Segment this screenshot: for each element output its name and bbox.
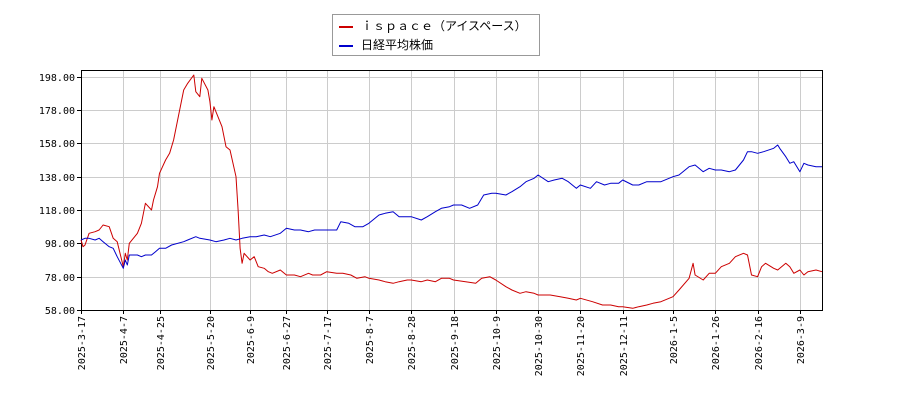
y-tick-label: 58.00 xyxy=(45,306,75,317)
x-tick-label: 2025-3-17 xyxy=(77,316,88,370)
y-tick-label: 178.00 xyxy=(39,106,75,117)
x-tick-label: 2026-3-9 xyxy=(796,316,807,364)
series-group xyxy=(80,74,823,309)
x-tick-label: 2025-8-7 xyxy=(365,316,376,364)
x-tick-label: 2025-10-30 xyxy=(534,316,545,376)
plot-frame xyxy=(81,70,823,311)
legend-swatch-ispace xyxy=(339,26,353,28)
x-tick-label: 2025-6-27 xyxy=(282,316,293,370)
x-tick-label: 2025-8-28 xyxy=(407,316,418,370)
x-tick-label: 2026-1-26 xyxy=(711,316,722,370)
y-tick-label: 158.00 xyxy=(39,139,75,150)
x-tick-labels: 2025-3-17 2025-4-7 2025-4-25 2025-5-20 2025-… xyxy=(77,316,807,376)
x-tick-label: 2025-5-20 xyxy=(206,316,217,370)
grid-lines xyxy=(81,70,822,311)
y-tick-label: 138.00 xyxy=(39,173,75,184)
legend: ｉｓｐａｃｅ（アイスペース） 日経平均株価 xyxy=(332,14,540,56)
y-tick-label: 98.00 xyxy=(45,239,75,250)
legend-item-ispace: ｉｓｐａｃｅ（アイスペース） xyxy=(333,17,539,35)
y-tick-label: 118.00 xyxy=(39,206,75,217)
y-tick-label: 198.00 xyxy=(39,73,75,84)
legend-label-ispace: ｉｓｐａｃｅ（アイスペース） xyxy=(361,19,527,33)
x-tick-label: 2025-6-9 xyxy=(246,316,257,364)
x-tick-label: 2025-7-17 xyxy=(323,316,334,370)
legend-label-nikkei: 日経平均株価 xyxy=(361,38,434,52)
x-tick-label: 2025-12-11 xyxy=(619,316,630,376)
series-line-ispace xyxy=(80,74,823,309)
series-line-nikkei xyxy=(80,144,822,269)
x-tick-label: 2026-1-5 xyxy=(669,316,680,364)
y-tick-labels: 198.00 178.00 158.00 138.00 118.00 98.00 78.00… xyxy=(39,73,75,317)
x-tick-label: 2025-9-18 xyxy=(450,316,461,370)
y-tick-label: 78.00 xyxy=(45,273,75,284)
x-tick-label: 2026-2-16 xyxy=(754,316,765,370)
x-tick-label: 2025-10-9 xyxy=(492,316,503,370)
legend-swatch-nikkei xyxy=(339,45,353,47)
x-tick-label: 2025-4-7 xyxy=(119,316,130,364)
legend-item-nikkei: 日経平均株価 xyxy=(333,36,539,54)
x-tick-label: 2025-4-25 xyxy=(156,316,167,370)
x-tick-label: 2025-11-20 xyxy=(576,316,587,376)
axes xyxy=(77,70,823,314)
